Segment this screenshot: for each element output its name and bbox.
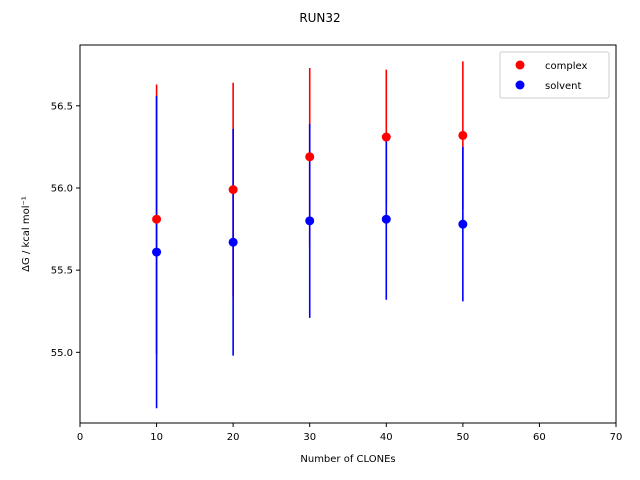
y-tick-label: 56.5	[51, 101, 73, 112]
y-tick-label: 55.0	[51, 348, 73, 359]
x-tick-label: 30	[303, 432, 316, 443]
y-axis-ticks: 55.0 55.5 56.0 56.5	[51, 101, 80, 359]
x-axis-label: Number of CLONEs	[300, 454, 395, 465]
y-tick-label: 55.5	[51, 266, 73, 277]
legend-label-complex: complex	[545, 61, 587, 72]
chart-title: RUN32	[299, 11, 340, 25]
legend-box	[499, 51, 610, 99]
data-point-complex	[458, 130, 468, 140]
x-tick-label: 50	[456, 432, 469, 443]
x-axis-ticks: 0 10 20 30 40 50 60 70	[77, 423, 623, 443]
legend: complex solvent	[499, 51, 610, 99]
x-tick-label: 20	[227, 432, 240, 443]
data-point-complex	[381, 132, 391, 142]
y-axis-label: ΔG / kcal mol⁻¹	[21, 196, 32, 272]
data-point-solvent	[152, 247, 162, 257]
data-point-solvent	[305, 216, 315, 226]
legend-marker-solvent	[515, 80, 525, 90]
y-tick-label: 56.0	[51, 183, 73, 194]
x-tick-label: 60	[533, 432, 546, 443]
data-point-solvent	[458, 219, 468, 229]
data-point-solvent	[381, 214, 391, 224]
x-tick-label: 70	[610, 432, 623, 443]
legend-label-solvent: solvent	[545, 81, 582, 92]
x-tick-label: 10	[150, 432, 163, 443]
data-point-solvent	[228, 237, 238, 247]
legend-marker-complex	[515, 60, 525, 70]
plot-marks	[152, 61, 468, 409]
data-point-complex	[152, 214, 162, 224]
plot-area-frame	[79, 44, 617, 424]
data-point-complex	[305, 152, 315, 162]
x-tick-label: 0	[77, 432, 83, 443]
x-tick-label: 40	[380, 432, 393, 443]
data-point-complex	[228, 185, 238, 195]
